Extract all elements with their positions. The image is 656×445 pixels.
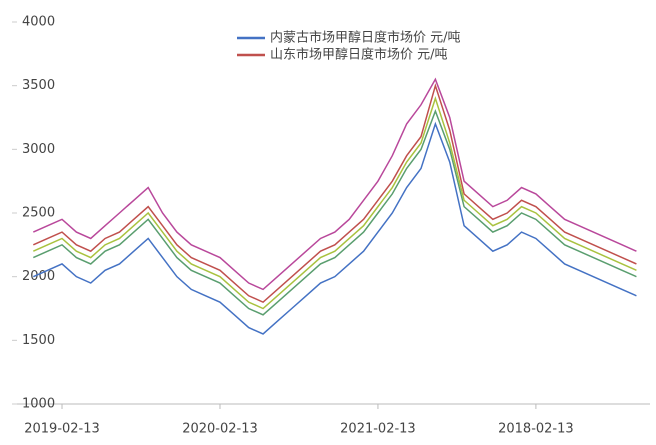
x-tick-label: 2019-02-13 [24, 422, 100, 437]
series-line [32, 95, 637, 310]
y-tick-label: 3000 [22, 142, 55, 157]
series-line [32, 109, 637, 316]
legend-label: 山东市场甲醇日度市场价 元/吨 [270, 47, 448, 63]
series-line [32, 83, 637, 304]
y-tick-label: 1500 [22, 333, 55, 348]
y-tick-label: 4000 [22, 15, 55, 30]
y-tick-label: 2000 [22, 269, 55, 284]
series-line [32, 77, 637, 291]
x-tick-label: 2020-02-13 [182, 422, 258, 437]
y-tick-label: 1000 [22, 397, 55, 412]
x-tick-label: 2021-02-13 [340, 422, 416, 437]
y-tick-label: 2500 [22, 206, 55, 221]
x-tick-label: 2018-02-13 [498, 422, 574, 437]
legend-label: 内蒙古市场甲醇日度市场价 元/吨 [270, 30, 461, 46]
y-tick-label: 3500 [22, 78, 55, 93]
series-line [32, 121, 637, 335]
